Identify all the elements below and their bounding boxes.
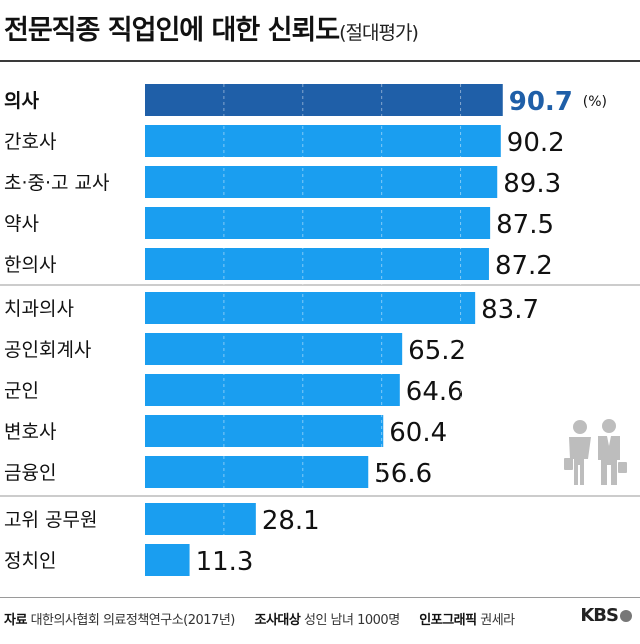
category-label: 간호사 <box>4 131 56 153</box>
bar-8 <box>145 415 384 447</box>
footer-credits: 자료 대한의사협회 의료정책연구소(2017년) 조사대상 성인 남녀 1000… <box>4 609 515 628</box>
bar-6 <box>145 333 403 365</box>
kbs-logo-text: KBS <box>580 605 619 626</box>
category-label: 군인 <box>4 380 39 402</box>
category-label: 치과의사 <box>4 298 74 320</box>
value-label: 90.7 <box>509 87 573 117</box>
bar-4 <box>145 248 489 280</box>
value-label: 56.6 <box>374 459 432 489</box>
chart-title-row: 전문직종 직업인에 대한 신뢰도(절대평가) <box>4 8 419 47</box>
category-label: 금융인 <box>4 462 56 484</box>
value-label: 65.2 <box>408 336 466 366</box>
value-label: 90.2 <box>507 128 565 158</box>
value-label: 64.6 <box>406 377 464 407</box>
value-label: 87.5 <box>496 210 554 240</box>
bar-5 <box>145 292 476 324</box>
bar-11 <box>145 544 190 576</box>
category-label: 공인회계사 <box>4 339 91 361</box>
source-value: 대한의사협회 의료정책연구소(2017년) <box>30 613 236 628</box>
value-label: 60.4 <box>389 418 447 448</box>
kbs-logo-mark <box>620 610 632 622</box>
bar-2 <box>145 166 498 198</box>
bar-0 <box>145 84 503 116</box>
credit-label: 인포그래픽 <box>419 613 477 628</box>
category-label: 초·중·고 교사 <box>4 172 110 194</box>
category-label: 의사 <box>4 90 39 112</box>
chart-title: 전문직종 직업인에 대한 신뢰도 <box>4 15 340 46</box>
value-label: 28.1 <box>262 506 320 536</box>
category-label: 한의사 <box>4 254 56 276</box>
bar-9 <box>145 456 369 488</box>
bar-3 <box>145 207 491 239</box>
chart-subtitle: (절대평가) <box>339 22 419 44</box>
credit-value: 권세라 <box>480 613 515 628</box>
value-label: 11.3 <box>196 547 254 577</box>
business-people-icon <box>560 418 630 492</box>
value-label: 89.3 <box>503 169 561 199</box>
value-label: 83.7 <box>481 295 539 325</box>
category-label: 정치인 <box>4 550 56 572</box>
category-label: 약사 <box>4 213 39 235</box>
kbs-logo: KBS <box>580 605 632 626</box>
survey-label: 조사대상 <box>254 613 301 628</box>
title-divider <box>0 60 640 62</box>
survey-value: 성인 남녀 1000명 <box>304 613 400 628</box>
value-label: 87.2 <box>495 251 553 281</box>
unit-label: (%) <box>583 94 607 110</box>
bar-10 <box>145 503 256 535</box>
bar-1 <box>145 125 501 157</box>
footer-divider <box>0 597 640 598</box>
category-label: 변호사 <box>4 421 56 443</box>
category-label: 고위 공무원 <box>4 509 97 531</box>
bar-chart: 의사 90.7 (%) 간호사 90.2 초·중·고 교사 89.3 약사 87.5 한의사 87.… <box>0 84 640 577</box>
bar-7 <box>145 374 400 406</box>
source-label: 자료 <box>4 613 27 628</box>
